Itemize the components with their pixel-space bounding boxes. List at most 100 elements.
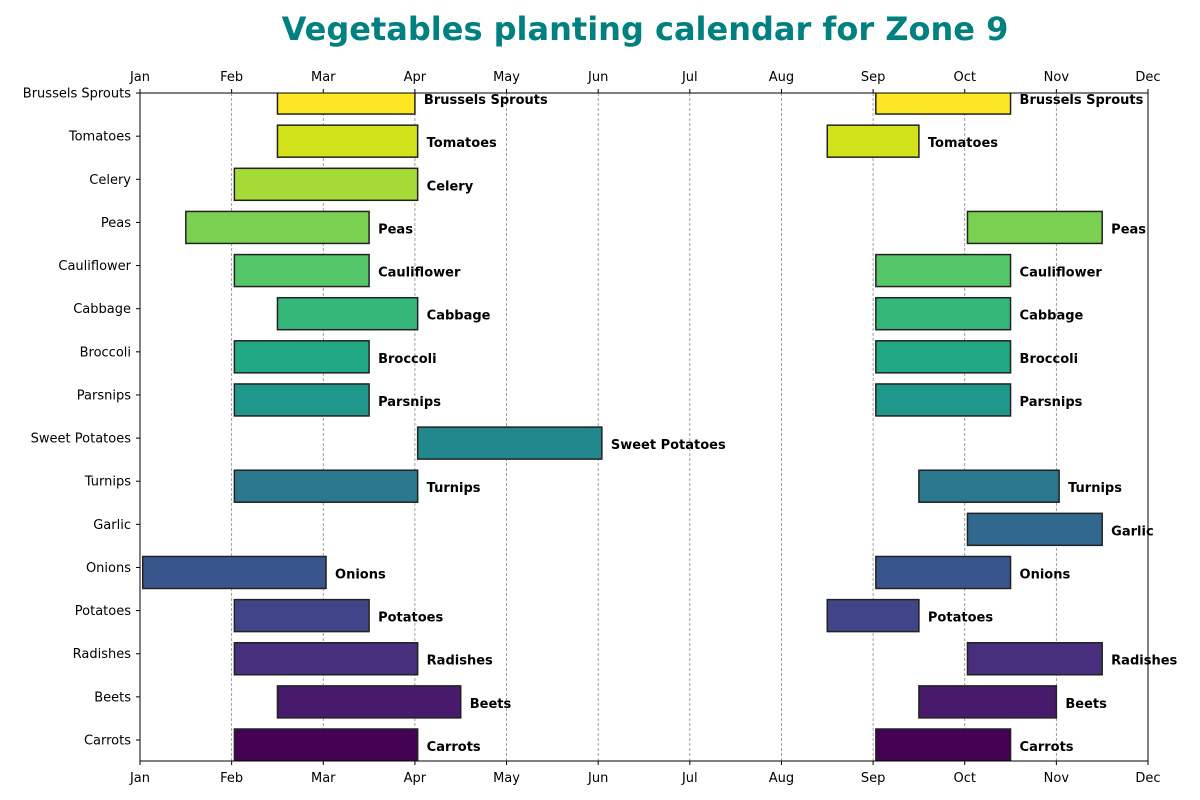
- x-tick-label-top: Nov: [1044, 70, 1070, 85]
- x-tick-label-top: Dec: [1135, 70, 1160, 85]
- bar-label: Beets: [1065, 697, 1107, 712]
- bar-label: Cabbage: [427, 309, 491, 324]
- bar-label: Cauliflower: [378, 266, 461, 281]
- x-tick-label: Jun: [587, 771, 608, 786]
- x-tick-label: Aug: [769, 771, 794, 786]
- x-tick-label-top: Apr: [404, 70, 427, 85]
- bar-label: Brussels Sprouts: [1020, 93, 1144, 108]
- bar-label: Tomatoes: [928, 136, 998, 151]
- bar-label: Onions: [1020, 567, 1071, 582]
- bar-cauliflower: [875, 253, 1012, 288]
- x-tick-label: Nov: [1044, 771, 1070, 786]
- y-tick-label: Brussels Sprouts: [23, 87, 131, 102]
- y-tick-label: Parsnips: [77, 388, 131, 403]
- x-tick-label-top: Feb: [220, 70, 243, 85]
- bar-label: Onions: [335, 567, 386, 582]
- x-tick-label: May: [493, 771, 520, 786]
- bar-label: Parsnips: [378, 395, 441, 410]
- x-tick-label: Feb: [220, 771, 243, 786]
- bar-label: Brussels Sprouts: [424, 93, 548, 108]
- bar-parsnips: [875, 383, 1012, 417]
- bar-broccoli: [233, 340, 370, 374]
- bars: [141, 93, 1103, 761]
- x-tick-label: Apr: [404, 771, 427, 786]
- y-tick-label: Cauliflower: [58, 259, 131, 274]
- bar-label: Carrots: [427, 740, 481, 755]
- x-tick-label: Sep: [861, 771, 886, 786]
- bar-label: Sweet Potatoes: [611, 438, 726, 453]
- x-tick-label-top: Jul: [681, 70, 698, 85]
- x-tick-label-top: May: [493, 70, 520, 85]
- y-tick-label: Radishes: [73, 647, 132, 662]
- bar-onions: [875, 555, 1012, 590]
- bar-brussels-sprouts: [875, 93, 1012, 115]
- bar-label: Turnips: [427, 481, 481, 496]
- bar-potatoes: [826, 598, 920, 633]
- bar-label: Potatoes: [928, 611, 993, 626]
- y-tick-label: Peas: [101, 216, 131, 231]
- x-tick-label: Jan: [129, 771, 150, 786]
- y-tick-label: Broccoli: [80, 345, 131, 360]
- x-tick-label: Jul: [681, 771, 698, 786]
- bar-tomatoes: [826, 124, 920, 158]
- x-tick-label-top: Oct: [953, 70, 975, 85]
- x-tick-label-top: Jun: [587, 70, 608, 85]
- bar-peas: [966, 210, 1103, 245]
- bar-label: Beets: [470, 697, 512, 712]
- bar-garlic: [966, 512, 1103, 547]
- bar-label: Radishes: [427, 654, 493, 669]
- bar-label: Peas: [378, 222, 413, 237]
- bar-cauliflower: [233, 253, 370, 288]
- bar-carrots: [875, 728, 1012, 761]
- x-tick-label-top: Sep: [861, 70, 886, 85]
- bar-label: Radishes: [1111, 654, 1177, 669]
- bar-beets: [918, 685, 1058, 719]
- x-tick-label-top: Mar: [311, 70, 336, 85]
- plot-frame: [139, 92, 1149, 762]
- y-tick-label: Beets: [94, 690, 131, 705]
- bar-cabbage: [875, 296, 1012, 331]
- bar-cabbage: [276, 296, 419, 331]
- bar-broccoli: [875, 340, 1012, 374]
- bar-label: Peas: [1111, 222, 1146, 237]
- y-tick-label: Turnips: [84, 475, 131, 490]
- y-tick-label: Celery: [89, 173, 131, 188]
- x-tick-label-top: Jan: [129, 70, 150, 85]
- bar-celery: [233, 167, 419, 202]
- bar-turnips: [918, 469, 1060, 503]
- bar-parsnips: [233, 383, 370, 417]
- y-tick-label: Sweet Potatoes: [31, 432, 132, 447]
- y-tick-label: Potatoes: [75, 604, 131, 619]
- x-tick-label: Mar: [311, 771, 336, 786]
- y-tick-label: Carrots: [84, 734, 131, 749]
- bar-beets: [276, 685, 462, 719]
- y-tick-label: Onions: [86, 561, 131, 576]
- bar-label: Potatoes: [378, 611, 443, 626]
- bar-onions: [141, 555, 327, 590]
- bar-label: Parsnips: [1020, 395, 1083, 410]
- x-tick-label: Dec: [1135, 771, 1160, 786]
- chart-title: Vegetables planting calendar for Zone 9: [281, 10, 1009, 48]
- bar-turnips: [233, 469, 419, 503]
- y-tick-label: Cabbage: [73, 302, 131, 317]
- bar-peas: [185, 210, 370, 245]
- bar-label: Broccoli: [1020, 352, 1079, 367]
- bar-label: Celery: [427, 179, 474, 194]
- bar-label: Cabbage: [1020, 309, 1084, 324]
- y-tick-label: Tomatoes: [68, 130, 131, 145]
- y-tick-label: Garlic: [93, 518, 131, 533]
- bar-label: Carrots: [1020, 740, 1074, 755]
- bar-label: Garlic: [1111, 524, 1153, 539]
- bar-label: Broccoli: [378, 352, 437, 367]
- bar-radishes: [966, 641, 1103, 676]
- bar-potatoes: [233, 598, 370, 633]
- bar-carrots: [233, 728, 419, 761]
- bar-tomatoes: [276, 124, 419, 158]
- bar-label: Turnips: [1068, 481, 1122, 496]
- bar-sweet-potatoes: [416, 426, 603, 460]
- bar-label: Cauliflower: [1020, 266, 1103, 281]
- bar-radishes: [233, 641, 419, 676]
- bar-brussels-sprouts: [276, 93, 416, 115]
- x-tick-label: Oct: [953, 771, 975, 786]
